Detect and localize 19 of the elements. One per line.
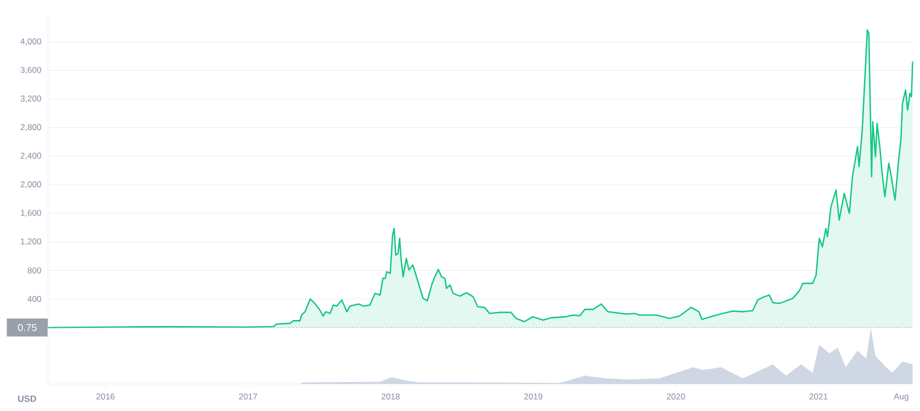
x-tick-label: 2020 — [666, 394, 685, 400]
x-tick-label: 2017 — [239, 394, 258, 400]
y-tick-label: 2,800 — [20, 124, 42, 132]
y-tick-label: 400 — [28, 296, 42, 302]
ref-line-label: 0.75 — [18, 324, 37, 332]
x-tick-label: 2016 — [96, 394, 114, 400]
y-tick-label: 1,600 — [20, 210, 42, 217]
x-tick-label: Aug — [894, 394, 908, 402]
y-tick-label: 3,600 — [20, 66, 42, 74]
y-tick-label: 2,000 — [20, 181, 42, 188]
y-tick-label: 2,400 — [20, 152, 42, 160]
x-tick-label: 2021 — [809, 394, 828, 400]
y-tick-label: 800 — [28, 267, 42, 274]
x-tick-label: 2019 — [524, 394, 542, 400]
y-tick-label: 3,200 — [20, 96, 42, 103]
text: USD — [18, 396, 36, 402]
y-tick-label: 1,200 — [20, 238, 42, 246]
x-tick-label: 2018 — [382, 394, 400, 400]
y-tick-label: 4,000 — [20, 38, 42, 46]
